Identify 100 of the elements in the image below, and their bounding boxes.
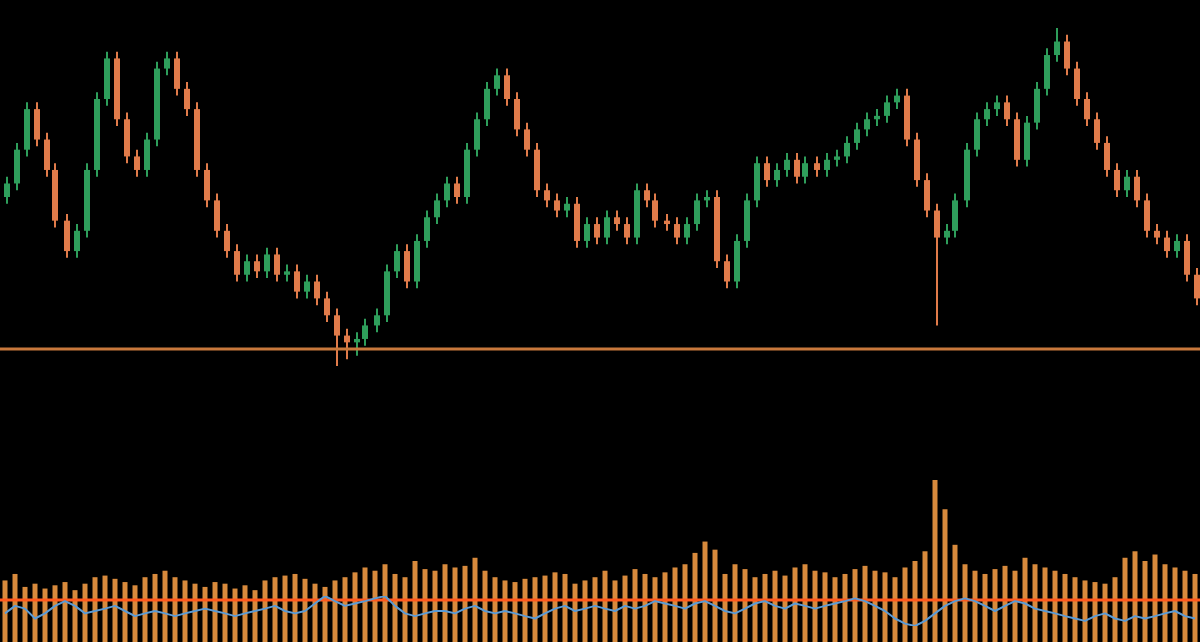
bar: [922, 551, 928, 642]
bar: [892, 577, 898, 642]
bar: [602, 570, 608, 642]
bar: [882, 572, 888, 642]
bar: [802, 564, 808, 642]
bar: [992, 569, 998, 642]
bar: [302, 578, 308, 642]
bar: [102, 575, 108, 642]
bar: [1112, 577, 1118, 642]
bar: [442, 564, 448, 642]
bar: [422, 569, 428, 642]
bar: [382, 564, 388, 642]
bar: [162, 570, 168, 642]
bar: [112, 578, 118, 642]
bar: [952, 544, 958, 642]
bar: [592, 577, 598, 642]
bar: [262, 580, 268, 642]
bar: [342, 577, 348, 642]
bar: [1192, 573, 1198, 642]
bar: [582, 580, 588, 642]
bar: [392, 573, 398, 642]
bar: [292, 573, 298, 642]
bar: [1092, 582, 1098, 642]
bar: [822, 572, 828, 642]
bar: [722, 573, 728, 642]
bar: [872, 570, 878, 642]
bar: [632, 569, 638, 642]
bar: [542, 575, 548, 642]
bar: [452, 567, 458, 642]
bar: [1102, 583, 1108, 642]
bar: [512, 582, 518, 642]
bar: [912, 561, 918, 642]
bar: [402, 577, 408, 642]
bar: [762, 573, 768, 642]
bar: [712, 549, 718, 642]
bar: [792, 567, 798, 642]
bar: [572, 583, 578, 642]
bar: [1142, 561, 1148, 642]
bar: [502, 580, 508, 642]
bar: [552, 572, 558, 642]
bar: [1052, 570, 1058, 642]
bar: [92, 577, 98, 642]
bar: [2, 580, 8, 642]
bar: [372, 570, 378, 642]
bar: [1002, 565, 1008, 642]
bar: [252, 590, 258, 642]
bar: [902, 567, 908, 642]
bar: [132, 585, 138, 642]
bar: [312, 583, 318, 642]
bar: [692, 552, 698, 642]
bar: [332, 580, 338, 642]
bar: [1042, 567, 1048, 642]
bar: [182, 580, 188, 642]
bar: [852, 569, 858, 642]
bar: [1012, 570, 1018, 642]
bar: [812, 570, 818, 642]
bar: [232, 588, 238, 642]
bar: [662, 572, 668, 642]
bar: [652, 577, 658, 642]
bar: [152, 573, 158, 642]
bar: [532, 577, 538, 642]
bar: [732, 564, 738, 642]
bar: [62, 582, 68, 642]
bar: [1182, 570, 1188, 642]
bar: [832, 577, 838, 642]
bar: [352, 572, 358, 642]
bar: [1152, 554, 1158, 642]
bar: [972, 570, 978, 642]
bar: [362, 567, 368, 642]
bar: [962, 564, 968, 642]
bar: [702, 541, 708, 642]
bar: [682, 564, 688, 642]
bar: [472, 557, 478, 642]
bar: [82, 583, 88, 642]
bar: [932, 480, 938, 642]
bar: [482, 570, 488, 642]
bar: [172, 577, 178, 642]
bar: [1022, 557, 1028, 642]
bar: [862, 565, 868, 642]
bar: [1072, 577, 1078, 642]
bar: [982, 573, 988, 642]
bar: [782, 575, 788, 642]
bar: [742, 569, 748, 642]
bar: [142, 577, 148, 642]
bar: [272, 577, 278, 642]
bar: [1122, 557, 1128, 642]
bar: [1062, 573, 1068, 642]
bar: [752, 577, 758, 642]
bar: [32, 583, 38, 642]
bar: [1082, 580, 1088, 642]
bar: [282, 575, 288, 642]
bar: [1162, 564, 1168, 642]
bar: [522, 578, 528, 642]
bar: [462, 565, 468, 642]
bar: [672, 567, 678, 642]
bar: [772, 570, 778, 642]
bar: [1032, 564, 1038, 642]
bar: [562, 573, 568, 642]
bar: [12, 573, 18, 642]
bar: [432, 570, 438, 642]
